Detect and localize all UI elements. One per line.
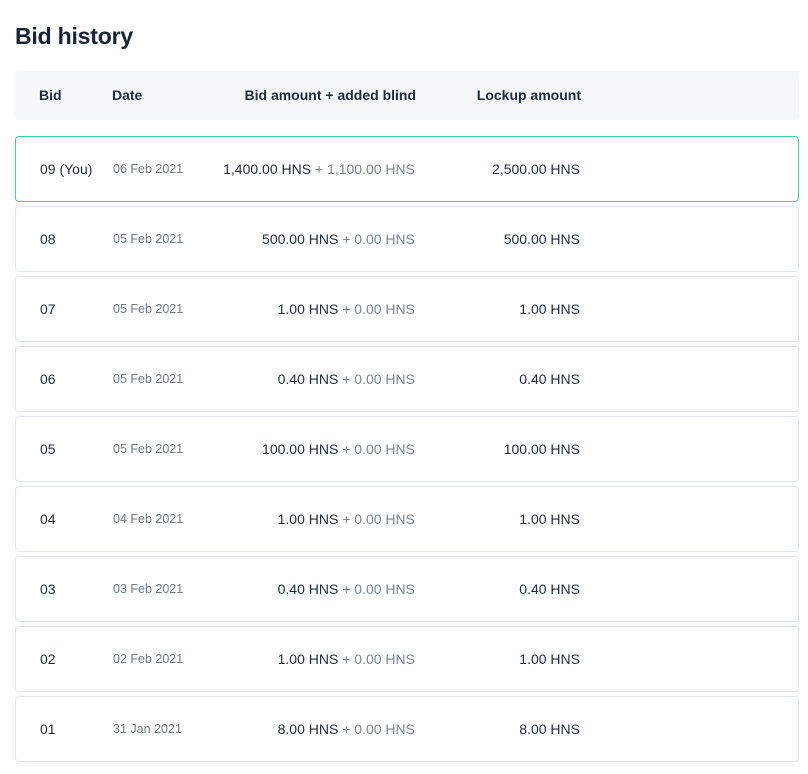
added-blind: 0.00 HNS [354,441,415,457]
bid-history-list: 09 (You) 06 Feb 2021 1,400.00 HNS + 1,10… [15,136,799,766]
lockup-amount: 2,500.00 HNS [492,161,580,177]
lockup-amount: 100.00 HNS [503,441,580,457]
bid-amount: 0.40 HNS [277,371,339,387]
plus-sign: + [342,721,351,737]
column-header-date: Date [112,87,143,103]
bid-amount: 1.00 HNS [277,511,339,527]
bid-amount-cell: 8.00 HNS + 0.00 HNS [278,697,415,761]
bid-amount: 8.00 HNS [277,721,339,737]
column-header-lockup-amount: Lockup amount [476,87,581,103]
lockup-amount: 500.00 HNS [503,231,580,247]
bid-number: 08 [40,231,56,247]
plus-sign: + [342,231,351,247]
plus-sign: + [342,371,351,387]
column-header-bid-amount: Bid amount + added blind [244,87,417,103]
bid-row: 02 02 Feb 2021 1.00 HNS + 0.00 HNS 1.00 … [15,626,799,692]
bid-number: 04 [40,511,56,527]
bid-amount-cell: 0.40 HNS + 0.00 HNS [278,347,415,411]
lockup-amount: 8.00 HNS [519,721,580,737]
page-title: Bid history [15,23,133,50]
bid-date: 06 Feb 2021 [113,162,184,176]
bid-amount: 1.00 HNS [277,651,339,667]
lockup-amount: 0.40 HNS [519,371,580,387]
bid-number: 07 [40,301,56,317]
added-blind: 0.00 HNS [354,301,415,317]
bid-date: 04 Feb 2021 [113,512,184,526]
lockup-amount: 1.00 HNS [519,511,580,527]
bid-date: 05 Feb 2021 [113,442,184,456]
added-blind: 1,100.00 HNS [327,161,415,177]
plus-sign: + [314,161,324,177]
bid-row: 05 05 Feb 2021 100.00 HNS + 0.00 HNS 100… [15,416,799,482]
bid-row-current-user: 09 (You) 06 Feb 2021 1,400.00 HNS + 1,10… [15,136,799,202]
bid-number: 01 [40,721,56,737]
added-blind: 0.00 HNS [354,651,415,667]
lockup-amount: 1.00 HNS [519,651,580,667]
added-blind: 0.00 HNS [354,371,415,387]
column-header-bid: Bid [39,87,62,103]
bid-date: 03 Feb 2021 [113,582,184,596]
bid-amount: 100.00 HNS [262,441,339,457]
bid-number: 09 (You) [40,161,93,177]
bid-number: 03 [40,581,56,597]
bid-amount: 1,400.00 HNS [223,161,312,177]
lockup-amount: 0.40 HNS [519,581,580,597]
plus-sign: + [342,441,351,457]
bid-date: 31 Jan 2021 [113,722,182,736]
lockup-amount: 1.00 HNS [519,301,580,317]
bid-row: 08 05 Feb 2021 500.00 HNS + 0.00 HNS 500… [15,206,799,272]
added-blind: 0.00 HNS [354,511,415,527]
plus-sign: + [342,581,351,597]
bid-amount-cell: 1.00 HNS + 0.00 HNS [278,487,415,551]
bid-row: 07 05 Feb 2021 1.00 HNS + 0.00 HNS 1.00 … [15,276,799,342]
added-blind: 0.00 HNS [354,721,415,737]
plus-sign: + [342,511,351,527]
bid-date: 05 Feb 2021 [113,372,184,386]
bid-amount-cell: 1,400.00 HNS + 1,100.00 HNS [223,137,415,201]
bid-amount-cell: 1.00 HNS + 0.00 HNS [278,277,415,341]
bid-date: 05 Feb 2021 [113,302,184,316]
bid-amount: 0.40 HNS [277,581,339,597]
plus-sign: + [342,651,351,667]
bid-row: 04 04 Feb 2021 1.00 HNS + 0.00 HNS 1.00 … [15,486,799,552]
bid-amount: 1.00 HNS [277,301,339,317]
bid-number: 05 [40,441,56,457]
bid-amount-cell: 500.00 HNS + 0.00 HNS [262,207,415,271]
bid-number: 06 [40,371,56,387]
bid-row: 06 05 Feb 2021 0.40 HNS + 0.00 HNS 0.40 … [15,346,799,412]
bid-number: 02 [40,651,56,667]
bid-amount: 500.00 HNS [262,231,339,247]
bid-amount-cell: 0.40 HNS + 0.00 HNS [278,557,415,621]
plus-sign: + [342,301,351,317]
table-header: Bid Date Bid amount + added blind Lockup… [15,71,799,120]
bid-row: 01 31 Jan 2021 8.00 HNS + 0.00 HNS 8.00 … [15,696,799,762]
bid-amount-cell: 1.00 HNS + 0.00 HNS [278,627,415,691]
bid-date: 02 Feb 2021 [113,652,184,666]
added-blind: 0.00 HNS [354,231,415,247]
bid-amount-cell: 100.00 HNS + 0.00 HNS [262,417,415,481]
bid-date: 05 Feb 2021 [113,232,184,246]
added-blind: 0.00 HNS [354,581,415,597]
bid-row: 03 03 Feb 2021 0.40 HNS + 0.00 HNS 0.40 … [15,556,799,622]
